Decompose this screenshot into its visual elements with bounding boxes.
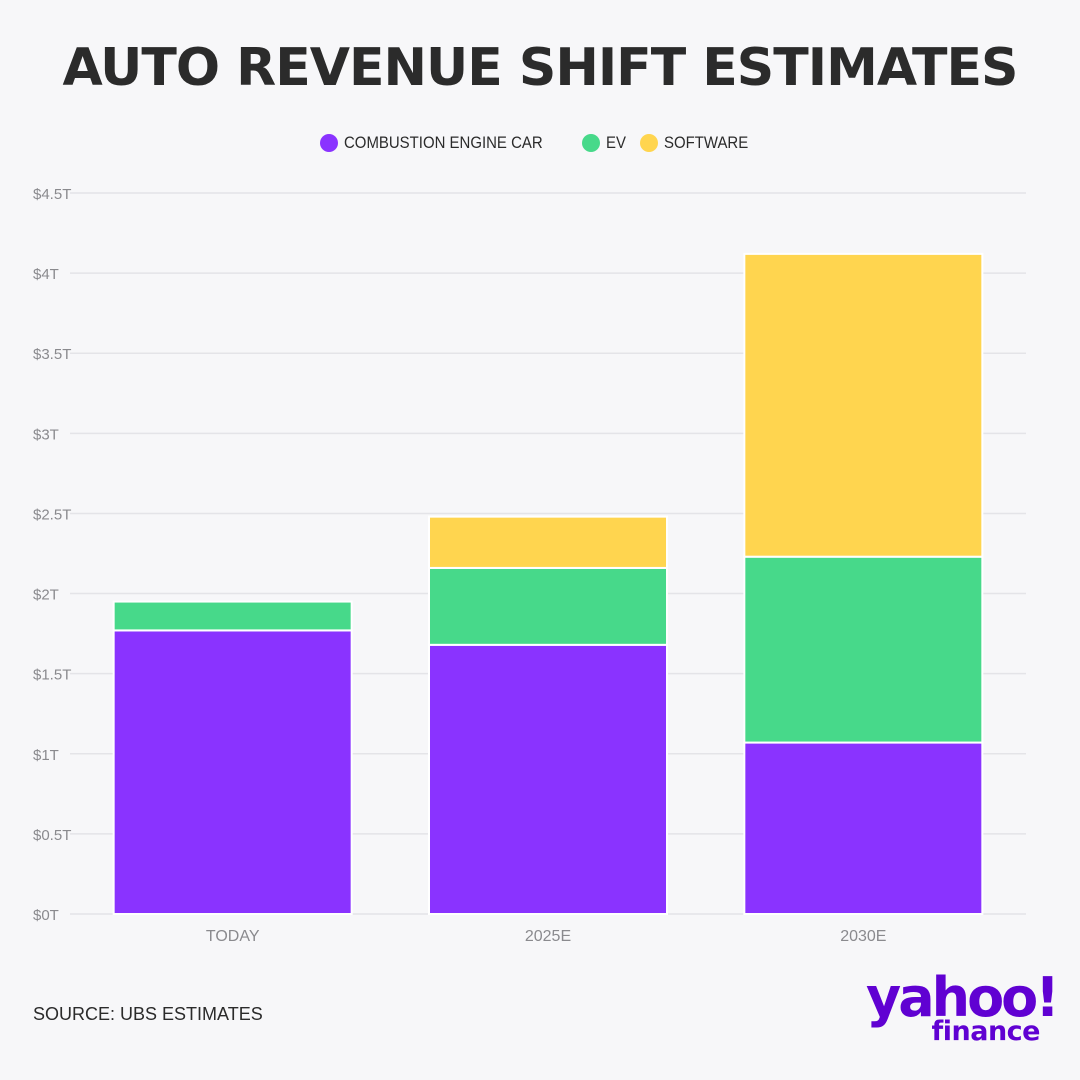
logo-finance-text: finance bbox=[931, 1016, 1041, 1047]
legend-swatch-combustion bbox=[319, 134, 338, 152]
y-tick-label: $4.5T bbox=[33, 186, 71, 203]
legend-label-ev: EV bbox=[605, 133, 626, 152]
y-tick-label: $0.5T bbox=[33, 827, 71, 844]
x-tick-label: 2030E bbox=[840, 928, 886, 945]
legend-item-combustion: COMBUSTION ENGINE CAR bbox=[319, 133, 570, 153]
legend-label-combustion: COMBUSTION ENGINE CAR bbox=[343, 133, 543, 152]
x-tick-label: TODAY bbox=[206, 928, 260, 945]
bar-segment bbox=[743, 252, 984, 558]
bar-segment bbox=[112, 629, 353, 915]
bar-segment bbox=[428, 566, 668, 646]
legend-swatch-software bbox=[640, 134, 659, 152]
y-tick-label: $2.5T bbox=[33, 506, 71, 523]
y-tick-label: $0T bbox=[33, 907, 59, 924]
y-tick-label: $4T bbox=[33, 266, 59, 283]
yahoo-finance-logo: yahoo! finance bbox=[866, 966, 1060, 1047]
legend-label-software: SOFTWARE bbox=[664, 133, 749, 152]
bar-segment bbox=[112, 600, 353, 632]
logo-yahoo-text: yahoo! bbox=[866, 966, 1060, 1029]
legend: COMBUSTION ENGINE CAR EV SOFTWARE bbox=[0, 133, 1080, 153]
y-tick-label: $2T bbox=[33, 587, 59, 604]
y-tick-label: $1T bbox=[33, 747, 59, 764]
bar-segment bbox=[428, 643, 668, 915]
source-note: SOURCE: UBS ESTIMATES bbox=[33, 1004, 263, 1024]
y-tick-label: $3T bbox=[33, 426, 59, 443]
y-tick-label: $1.5T bbox=[33, 667, 71, 684]
legend-item-ev: EV bbox=[581, 133, 629, 153]
legend-item-software: SOFTWARE bbox=[640, 133, 760, 153]
x-tick-label: 2025E bbox=[525, 928, 571, 945]
bar-segment bbox=[743, 555, 984, 744]
bar-segment bbox=[743, 741, 984, 915]
legend-swatch-ev bbox=[581, 134, 600, 152]
y-tick-label: $3.5T bbox=[33, 346, 71, 363]
chart-title: AUTO REVENUE SHIFT ESTIMATES bbox=[62, 38, 1019, 98]
bar-segment bbox=[428, 515, 668, 569]
